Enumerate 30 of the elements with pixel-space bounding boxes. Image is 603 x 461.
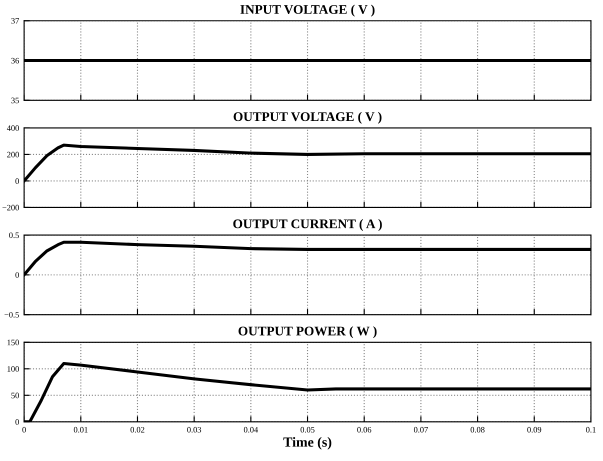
y-tick-label: 200: [7, 152, 19, 158]
x-tick-label: 0: [22, 426, 26, 433]
x-tick-label: 0.05: [300, 426, 314, 433]
y-tick-label: 0: [15, 419, 19, 425]
x-tick-label: 0.06: [357, 426, 372, 433]
x-tick-label: 0.1: [586, 426, 596, 433]
x-tick-label: 0.01: [74, 426, 88, 433]
x-tick-label: 0.04: [244, 426, 258, 433]
y-tick-label: 50: [11, 392, 19, 398]
y-tick-label: −0.5: [4, 312, 19, 318]
y-tick-label: 37: [11, 18, 20, 24]
y-tick-label: 150: [7, 340, 19, 346]
chart-title: OUTPUT POWER ( W ): [238, 326, 377, 338]
y-tick-label: −200: [2, 204, 19, 210]
x-tick-label: 0.09: [527, 426, 542, 433]
x-axis-title: Time (s): [283, 437, 332, 450]
chart-title: OUTPUT CURRENT ( A ): [233, 219, 382, 231]
y-tick-label: 0: [15, 272, 19, 278]
x-tick-label: 0.03: [187, 426, 202, 433]
x-tick-label: 0.07: [414, 426, 428, 433]
y-tick-label: 400: [6, 125, 19, 131]
y-tick-label: 0.5: [9, 232, 19, 238]
x-tick-label: 0.02: [130, 426, 144, 433]
y-tick-label: 35: [11, 98, 19, 104]
y-tick-label: 100: [7, 366, 19, 372]
x-tick-label: 0.08: [470, 426, 485, 433]
y-tick-label: 36: [11, 58, 20, 64]
chart-title: INPUT VOLTAGE ( V ): [240, 4, 375, 17]
chart-title: OUTPUT VOLTAGE ( V ): [234, 112, 382, 124]
y-tick-label: 0: [15, 178, 19, 184]
